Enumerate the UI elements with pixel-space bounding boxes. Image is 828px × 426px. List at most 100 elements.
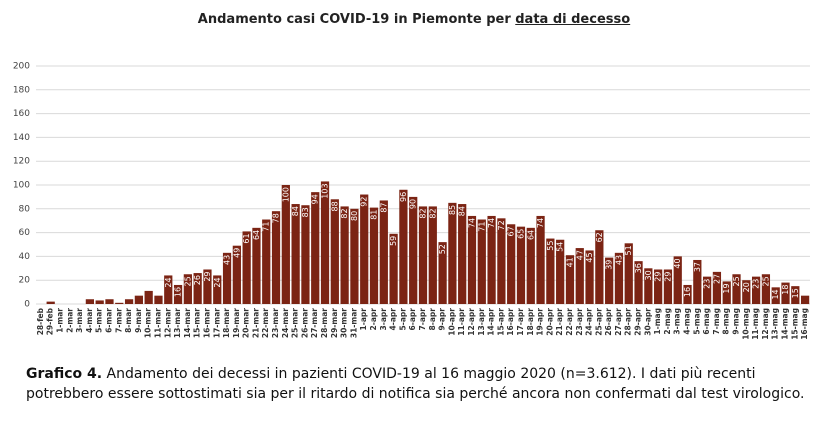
y-tick-label: 0 [24, 300, 30, 310]
bar [575, 248, 584, 304]
data-label: 88 [330, 201, 339, 211]
bar [369, 207, 379, 304]
data-label: 59 [389, 236, 398, 246]
title-emphasis: data di decesso [515, 12, 631, 27]
x-tick-label: 13-mar [173, 308, 182, 338]
caption-text: Andamento dei decessi in pazienti COVID-… [26, 366, 805, 402]
x-tick-label: 4-mag [683, 308, 692, 335]
x-tick-label: 23-mar [271, 308, 280, 338]
data-label: 52 [438, 244, 447, 254]
data-label: 30 [644, 270, 653, 280]
data-label: 84 [458, 206, 467, 216]
bar [438, 242, 447, 304]
data-label: 29 [203, 271, 212, 281]
bar [526, 227, 535, 304]
bar [477, 219, 486, 304]
x-tick-label: 26-mar [300, 308, 309, 338]
bar [389, 233, 398, 304]
x-tick-label: 4-apr [389, 308, 398, 331]
data-label: 100 [281, 187, 290, 202]
x-tick-label: 3-mag [673, 308, 682, 335]
x-tick-label: 5-mar [95, 308, 104, 333]
data-label: 61 [242, 233, 251, 243]
data-label: 24 [164, 277, 173, 287]
x-tick-label: 14-mar [183, 308, 192, 338]
x-tick-label: 22-mar [261, 308, 270, 338]
data-label: 82 [428, 208, 437, 218]
data-label: 41 [565, 257, 574, 267]
data-label: 45 [585, 252, 594, 262]
x-tick-label: 25-apr [594, 308, 603, 336]
x-tick-label: 31-mar [349, 308, 358, 338]
bar [761, 274, 771, 304]
x-tick-label: 21-apr [555, 308, 564, 336]
x-tick-label: 30-apr [643, 308, 652, 336]
x-tick-label: 28-feb [36, 307, 45, 335]
bar [154, 295, 163, 304]
bar [507, 224, 516, 304]
x-tick-label: 16-mag [800, 308, 809, 340]
data-label: 20 [742, 282, 751, 292]
x-tick-label: 23-apr [575, 308, 584, 336]
x-tick-label: 7-apr [418, 308, 427, 331]
y-tick-label: 120 [13, 157, 30, 167]
bar [751, 276, 761, 304]
data-label: 103 [321, 183, 330, 198]
x-tick-label: 2-apr [369, 308, 378, 331]
data-label: 67 [507, 226, 516, 236]
bar [330, 199, 339, 304]
x-tick-label: 2-mag [663, 308, 672, 335]
bar [360, 194, 369, 304]
bar [732, 274, 741, 304]
bar [673, 256, 682, 304]
data-label: 74 [536, 218, 545, 228]
bar [546, 238, 555, 304]
data-label: 26 [193, 275, 202, 285]
bar [134, 295, 143, 304]
bar [614, 252, 624, 304]
bar [742, 280, 751, 304]
x-tick-label: 1-apr [359, 308, 368, 331]
data-label: 23 [703, 279, 712, 289]
bar [497, 218, 506, 304]
x-tick-label: 29-feb [46, 307, 55, 335]
data-label: 83 [301, 207, 310, 217]
data-label: 40 [673, 258, 682, 268]
x-tick-label: 14-mag [781, 308, 790, 340]
bar [712, 271, 722, 304]
data-label: 71 [477, 222, 486, 232]
data-label: 64 [252, 230, 261, 240]
x-tick-label: 29-mar [330, 308, 339, 338]
y-tick-label: 180 [13, 85, 30, 95]
bar [428, 206, 437, 304]
x-tick-label: 12-mar [163, 308, 172, 338]
bar [291, 204, 300, 304]
x-tick-label: 11-mag [751, 308, 760, 340]
x-tick-label: 9-mag [732, 308, 741, 335]
x-tick-label: 10-apr [447, 308, 456, 336]
x-tick-label: 19-apr [536, 308, 545, 336]
x-tick-label: 5-mag [692, 308, 701, 335]
bar [320, 181, 330, 304]
x-tick-label: 22-apr [565, 308, 574, 336]
bar [487, 215, 496, 304]
bar [565, 255, 575, 304]
x-tick-label: 29-apr [634, 308, 643, 336]
x-tick-label: 9-apr [438, 308, 447, 331]
data-label: 96 [399, 192, 408, 202]
bar [781, 282, 790, 304]
bar [95, 300, 104, 304]
bar [301, 205, 310, 304]
x-tick-label: 24-mar [281, 308, 290, 338]
data-label: 81 [370, 210, 379, 220]
data-label: 18 [781, 285, 790, 295]
data-label: 65 [516, 229, 525, 239]
x-tick-label: 30-mar [340, 308, 349, 338]
data-label: 74 [467, 218, 476, 228]
data-label: 92 [360, 197, 369, 207]
chart-title: Andamento casi COVID-19 in Piemonte per … [0, 12, 828, 27]
x-tick-label: 10-mar [144, 308, 153, 338]
x-tick-label: 15-mar [193, 308, 202, 338]
x-tick-label: 6-apr [408, 308, 417, 331]
